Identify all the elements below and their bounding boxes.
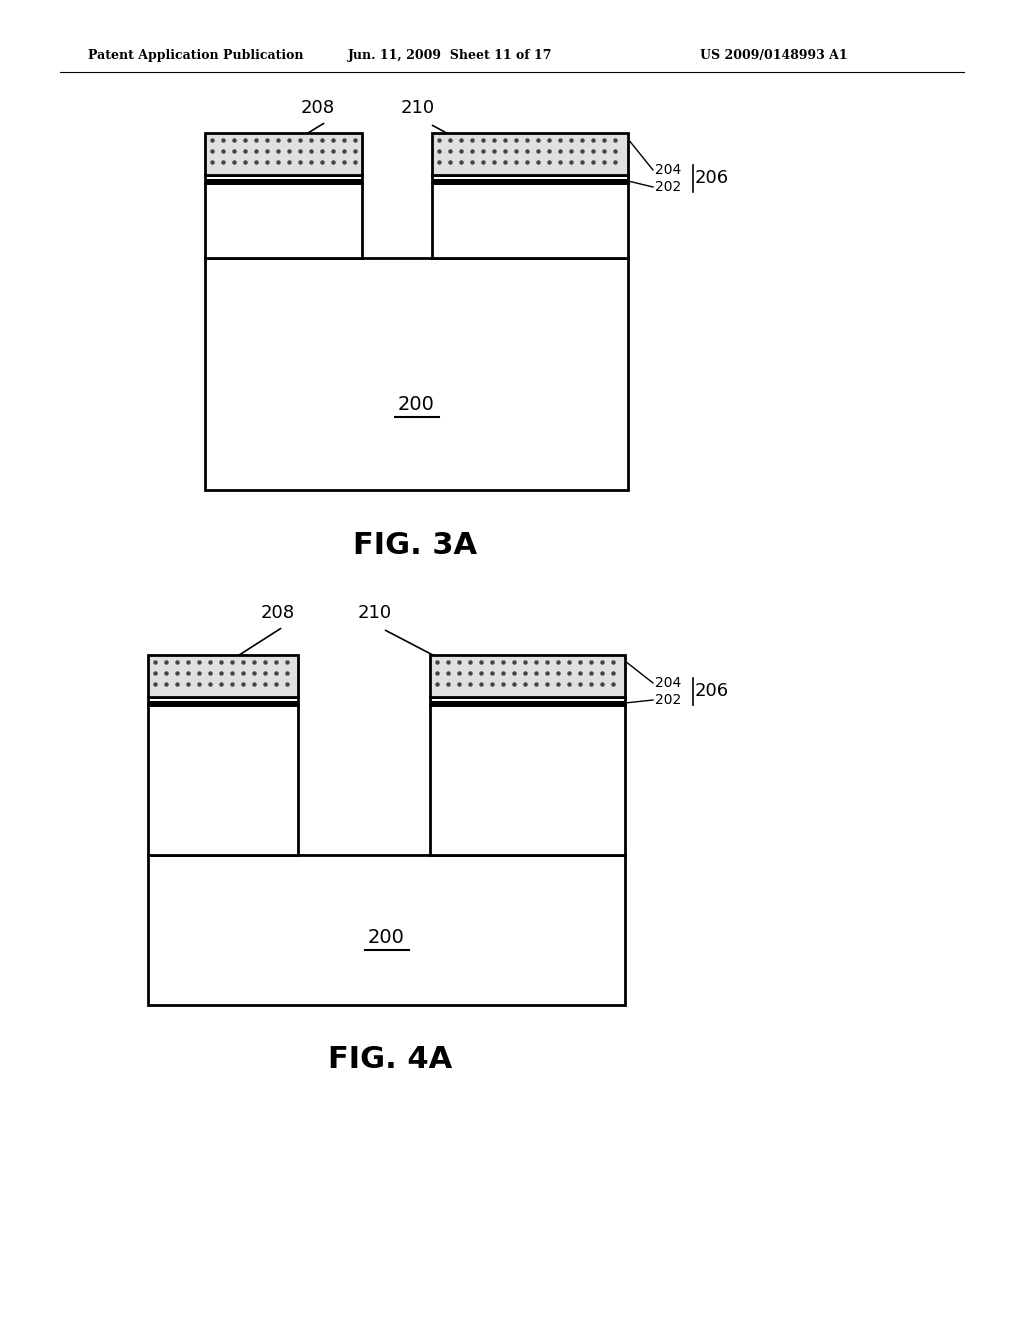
Text: 200: 200	[368, 928, 404, 946]
Text: 208: 208	[261, 605, 295, 622]
Text: 208: 208	[301, 99, 335, 117]
Text: FIG. 4A: FIG. 4A	[328, 1045, 453, 1074]
Text: 200: 200	[398, 396, 435, 414]
Text: 202: 202	[655, 180, 681, 194]
Text: FIG. 3A: FIG. 3A	[353, 531, 477, 560]
Bar	[430, 705, 625, 855]
Bar	[205, 183, 362, 257]
Bar	[205, 180, 362, 183]
Text: Patent Application Publication: Patent Application Publication	[88, 49, 303, 62]
Bar	[205, 176, 362, 183]
Bar	[148, 697, 298, 705]
Bar	[148, 655, 298, 697]
Text: US 2009/0148993 A1: US 2009/0148993 A1	[700, 49, 848, 62]
Text: 204: 204	[655, 676, 681, 690]
Bar	[432, 183, 628, 257]
Bar	[432, 180, 628, 183]
Bar	[148, 705, 298, 855]
Bar	[205, 257, 628, 490]
Bar	[432, 133, 628, 176]
Bar	[205, 133, 362, 176]
Text: 202: 202	[655, 693, 681, 708]
Text: 206: 206	[695, 169, 729, 187]
Bar	[430, 655, 625, 697]
Text: 210: 210	[358, 605, 392, 622]
Bar	[148, 855, 625, 1005]
Text: 206: 206	[695, 682, 729, 700]
Bar	[148, 701, 298, 705]
Text: 204: 204	[655, 162, 681, 177]
Bar	[430, 697, 625, 705]
Bar	[432, 176, 628, 183]
Text: 210: 210	[401, 99, 435, 117]
Text: Jun. 11, 2009  Sheet 11 of 17: Jun. 11, 2009 Sheet 11 of 17	[348, 49, 552, 62]
Bar	[430, 701, 625, 705]
